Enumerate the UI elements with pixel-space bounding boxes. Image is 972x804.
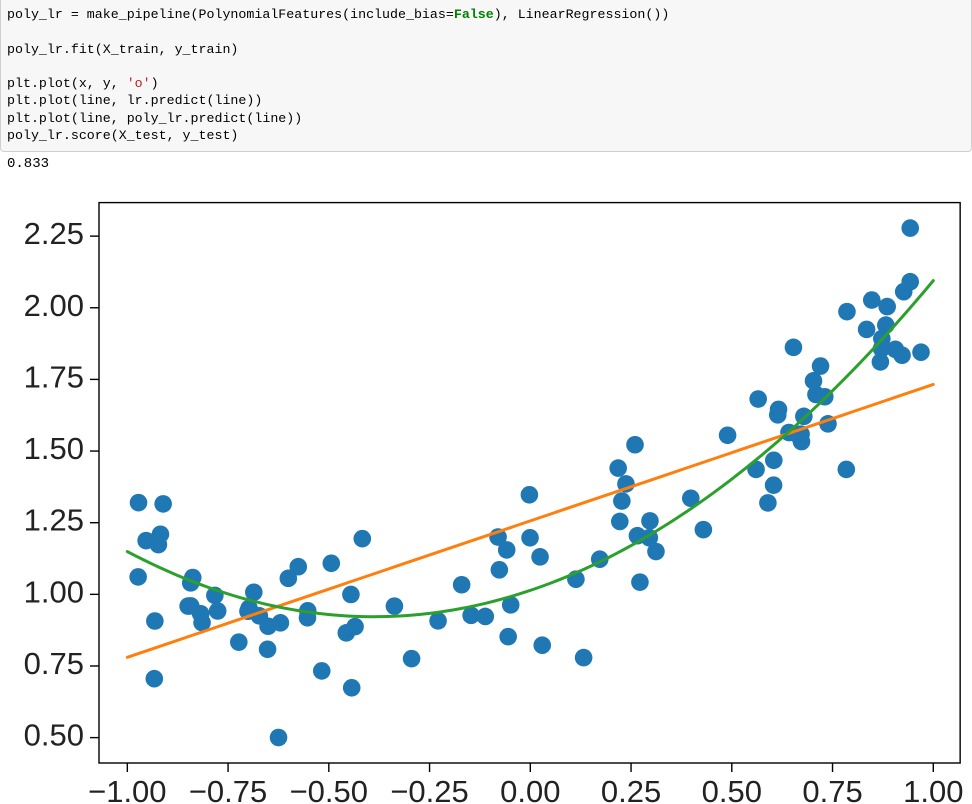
svg-text:−1.00: −1.00 — [88, 774, 166, 804]
svg-text:1.00: 1.00 — [903, 774, 963, 804]
svg-text:1.75: 1.75 — [24, 359, 84, 394]
svg-text:0.25: 0.25 — [601, 774, 661, 804]
svg-text:0.75: 0.75 — [24, 646, 84, 681]
svg-text:2.00: 2.00 — [24, 288, 84, 323]
svg-text:0.50: 0.50 — [24, 718, 84, 753]
svg-text:0.50: 0.50 — [702, 774, 762, 804]
svg-text:1.00: 1.00 — [24, 574, 84, 609]
svg-text:0.00: 0.00 — [500, 774, 560, 804]
svg-text:2.25: 2.25 — [24, 216, 84, 251]
svg-text:−0.75: −0.75 — [189, 774, 267, 804]
svg-text:−0.50: −0.50 — [290, 774, 368, 804]
svg-text:0.75: 0.75 — [802, 774, 862, 804]
svg-text:−0.25: −0.25 — [390, 774, 468, 804]
svg-text:1.50: 1.50 — [24, 431, 84, 466]
svg-text:1.25: 1.25 — [24, 503, 84, 538]
